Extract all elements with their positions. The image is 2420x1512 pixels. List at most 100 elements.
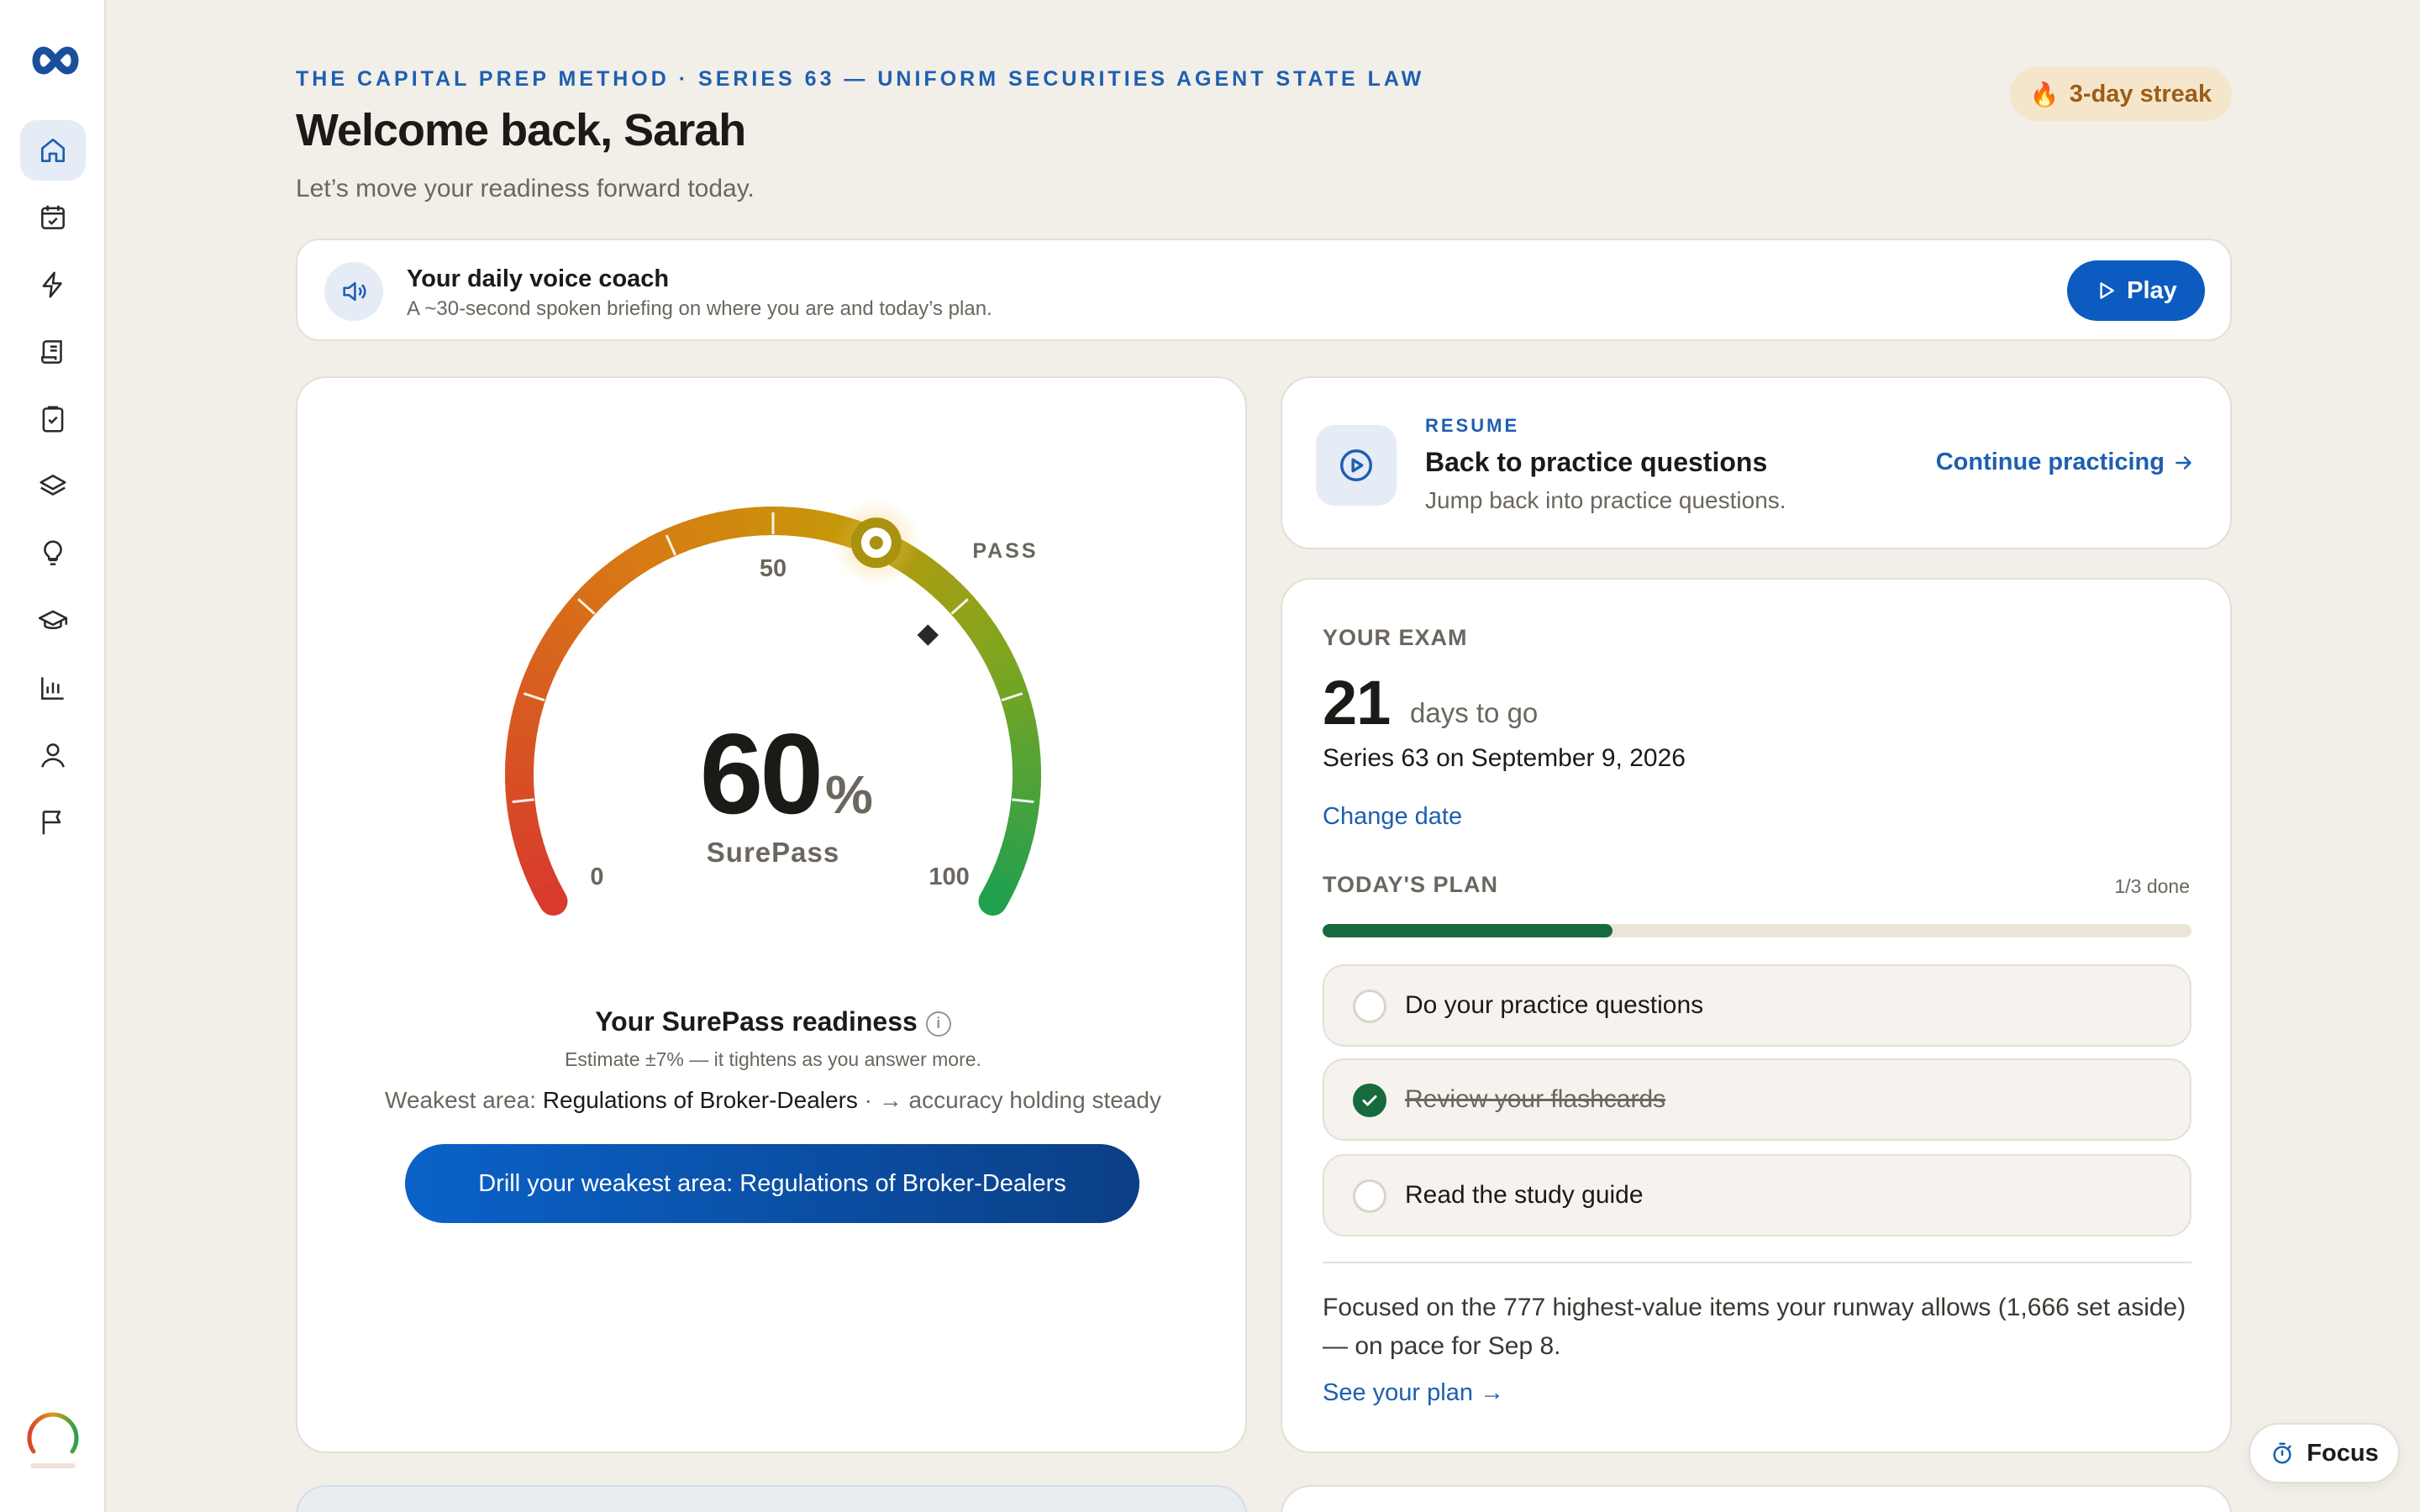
plan-progress-bar: [1323, 924, 2191, 937]
voice-coach-card: Your daily voice coach A ~30-second spok…: [296, 239, 2232, 341]
layers-icon: [39, 475, 66, 496]
sidebar-item-tips[interactable]: [20, 523, 86, 584]
gauge-tick: [665, 534, 677, 556]
play-circle-icon: [1316, 425, 1397, 506]
sidebar-item-courses[interactable]: [20, 591, 86, 651]
percent-sign: %: [825, 764, 873, 825]
weakest-area-line: Weakest area: Regulations of Broker-Deal…: [297, 1087, 1249, 1114]
flame-icon: 🔥: [2029, 81, 2060, 108]
readiness-mini-gauge[interactable]: [24, 1404, 82, 1472]
voice-coach-title: Your daily voice coach: [407, 265, 670, 292]
voice-coach-subtitle: A ~30-second spoken briefing on where yo…: [407, 297, 992, 320]
plan-progress-count: 1/3 done: [2114, 875, 2190, 897]
readiness-title: Your SurePass readiness i: [297, 1006, 1249, 1037]
lightning-icon: [42, 271, 62, 298]
user-icon: [41, 743, 65, 768]
resume-eyebrow: RESUME: [1425, 415, 1520, 436]
task-label: Do your practice questions: [1405, 991, 1704, 1019]
exam-date: Series 63 on September 9, 2026: [1323, 744, 1686, 772]
info-icon[interactable]: i: [925, 1011, 951, 1037]
focus-mode-button[interactable]: Focus: [2249, 1423, 2400, 1483]
change-date-link[interactable]: Change date: [1323, 803, 1463, 830]
task-practice-questions[interactable]: Do your practice questions: [1323, 964, 2191, 1047]
gauge-tick-label-50: 50: [760, 555, 786, 582]
streak-badge[interactable]: 🔥 3-day streak: [2010, 67, 2232, 121]
next-card-left: [296, 1485, 1247, 1512]
see-your-plan-link[interactable]: See your plan →: [1323, 1379, 1505, 1406]
gauge-arc-segment: [978, 879, 1012, 916]
infinity-logo-icon[interactable]: [30, 44, 81, 77]
task-checkbox[interactable]: [1353, 990, 1386, 1023]
exam-card: YOUR EXAM 21 days to go Series 63 on Sep…: [1281, 578, 2232, 1453]
plan-progress-fill: [1323, 924, 1612, 937]
pass-marker: [917, 624, 939, 646]
flag-icon: [42, 811, 61, 835]
continue-practicing-link[interactable]: Continue practicing: [1936, 449, 2195, 476]
weakest-area-name: Regulations of Broker-Dealers: [542, 1087, 858, 1113]
sidebar-item-profile[interactable]: [20, 725, 86, 785]
days-to-go-number: 21: [1323, 668, 1391, 738]
weakest-prefix: Weakest area:: [385, 1087, 543, 1113]
sidebar-item-tests[interactable]: [20, 389, 86, 449]
continue-practicing-label: Continue practicing: [1935, 449, 2165, 475]
lightbulb-icon: [44, 540, 62, 565]
surepass-brand-label: SurePass: [707, 837, 839, 868]
resume-card[interactable]: RESUME Back to practice questions Jump b…: [1281, 376, 2232, 549]
gauge-tick: [1012, 798, 1034, 804]
program-eyebrow: THE CAPITAL PREP METHOD · SERIES 63 — UN…: [296, 67, 1425, 91]
streak-label: 3-day streak: [2069, 80, 2212, 108]
resume-subtitle: Jump back into practice questions.: [1425, 487, 1786, 513]
task-checkbox[interactable]: [1353, 1179, 1386, 1213]
task-checkbox[interactable]: [1353, 1084, 1386, 1117]
arrow-right-icon: [2175, 455, 2191, 470]
plan-focus-summary: Focused on the 777 highest-value items y…: [1323, 1294, 2186, 1360]
gauge-tick-label-100: 100: [929, 864, 969, 890]
readiness-gauge: 0 50 100 PASS 60 % SurePass: [504, 499, 1042, 916]
home-icon: [40, 138, 66, 163]
task-flashcards[interactable]: Review your flashcards: [1323, 1058, 2191, 1141]
sidebar-item-flashcards[interactable]: [20, 456, 86, 517]
readiness-percent-value: 60: [700, 710, 820, 837]
pass-label: PASS: [972, 539, 1038, 563]
stopwatch-icon: [2273, 1442, 2291, 1464]
next-card-right: [1281, 1485, 2232, 1512]
readiness-estimate: Estimate ±7% — it tightens as you answer…: [565, 1048, 981, 1070]
divider: [1323, 1262, 2191, 1263]
sidebar-item-home[interactable]: [20, 120, 86, 181]
task-label: Read the study guide: [1405, 1181, 1644, 1209]
page-subtitle: Let’s move your readiness forward today.: [296, 175, 755, 202]
checkmark-icon: [1362, 1095, 1377, 1106]
exam-eyebrow: YOUR EXAM: [1323, 625, 1468, 650]
sidebar-item-study-guide[interactable]: [20, 322, 86, 382]
sidebar-item-goals[interactable]: [20, 792, 86, 853]
todays-plan-title: TODAY'S PLAN: [1323, 872, 1498, 897]
gauge-value-knob-center: [869, 536, 883, 550]
play-icon: [2100, 282, 2115, 299]
sidebar-item-analytics[interactable]: [20, 658, 86, 718]
sidebar-item-schedule[interactable]: [20, 187, 86, 248]
sidebar: [0, 0, 106, 1512]
gauge-tick: [523, 692, 545, 702]
speaker-icon: [324, 262, 383, 321]
page-title: Welcome back, Sarah: [296, 105, 746, 155]
days-to-go-label: days to go: [1410, 697, 1539, 728]
sidebar-item-practice[interactable]: [20, 255, 86, 315]
resume-title: Back to practice questions: [1425, 447, 1768, 477]
task-study-guide[interactable]: Read the study guide: [1323, 1154, 2191, 1236]
graduation-cap-icon: [38, 610, 68, 629]
play-button[interactable]: Play: [2067, 260, 2205, 321]
bar-chart-icon: [41, 677, 64, 700]
drill-weakest-area-button[interactable]: Drill your weakest area: Regulations of …: [405, 1144, 1139, 1223]
calendar-check-icon: [41, 205, 65, 229]
task-label: Review your flashcards: [1405, 1085, 1666, 1113]
readiness-title-text: Your SurePass readiness: [595, 1006, 918, 1037]
gauge-tick: [950, 598, 969, 615]
gauge-tick: [512, 798, 534, 804]
focus-label: Focus: [2307, 1439, 2379, 1467]
readiness-card: 0 50 100 PASS 60% SurePass Your SurePass read…: [296, 376, 1247, 1453]
gauge-tick: [1001, 692, 1023, 702]
gauge-tick-label-0: 0: [590, 864, 603, 890]
clipboard-check-icon: [42, 406, 64, 433]
scroll-icon: [41, 340, 62, 364]
play-label: Play: [2127, 276, 2177, 304]
